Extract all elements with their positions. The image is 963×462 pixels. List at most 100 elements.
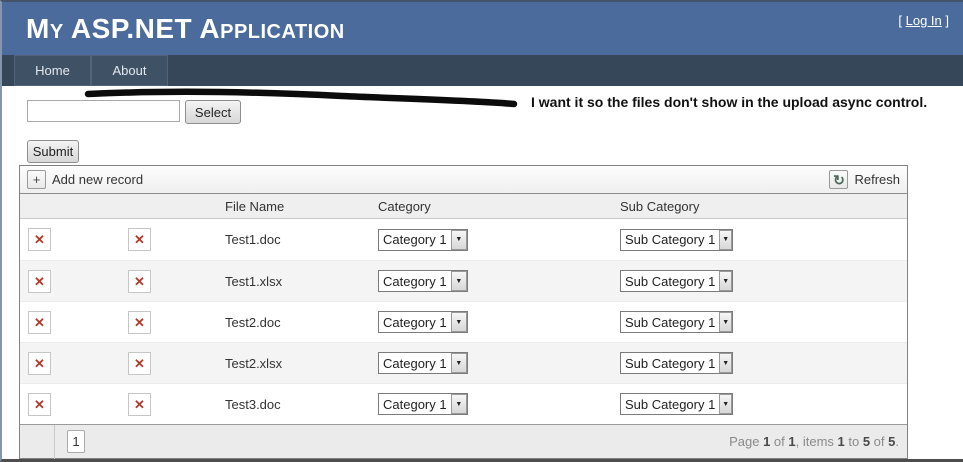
sub-category-select[interactable]: Sub Category 1 ▼ bbox=[620, 270, 733, 292]
header-cell-sub-category: Sub Category bbox=[620, 198, 700, 214]
chevron-down-icon: ▼ bbox=[719, 271, 732, 291]
login-area: [ Log In ] bbox=[898, 13, 949, 28]
sub-category-select[interactable]: Sub Category 1 ▼ bbox=[620, 352, 733, 374]
nav-tab-about[interactable]: About bbox=[91, 55, 168, 86]
delete-button-1[interactable]: ✕ bbox=[28, 269, 51, 293]
delete-x-icon: ✕ bbox=[134, 314, 145, 330]
sub-category-select[interactable]: Sub Category 1 ▼ bbox=[620, 311, 733, 333]
delete-button-1[interactable]: ✕ bbox=[28, 392, 51, 416]
file-name-cell: Test2.doc bbox=[225, 314, 281, 330]
delete-cell-2: ✕ bbox=[120, 351, 220, 375]
chevron-down-icon: ▼ bbox=[450, 271, 467, 291]
login-bracket-open: [ bbox=[898, 13, 906, 28]
header-cell-file-name: File Name bbox=[225, 198, 285, 214]
chevron-down-icon: ▼ bbox=[450, 353, 467, 373]
login-link[interactable]: Log In bbox=[905, 13, 942, 28]
pager-first-cell bbox=[20, 424, 55, 459]
nav-tab-about-label: About bbox=[112, 63, 147, 78]
category-select-value: Category 1 bbox=[383, 314, 447, 330]
category-cell: Category 1 ▼ bbox=[373, 352, 615, 374]
sub-category-cell: Sub Category 1 ▼ bbox=[615, 311, 907, 333]
category-select-value: Category 1 bbox=[383, 232, 447, 247]
delete-cell-2: ✕ bbox=[120, 228, 220, 251]
sub-category-select-value: Sub Category 1 bbox=[625, 232, 716, 247]
delete-cell-1: ✕ bbox=[20, 269, 120, 293]
sub-category-cell: Sub Category 1 ▼ bbox=[615, 228, 907, 251]
delete-cell-2: ✕ bbox=[120, 392, 220, 416]
delete-cell-2: ✕ bbox=[120, 269, 220, 293]
upload-filename-input[interactable] bbox=[27, 100, 180, 122]
delete-button-2[interactable]: ✕ bbox=[128, 269, 151, 293]
pager-page-1-button[interactable]: 1 bbox=[67, 430, 85, 453]
masthead: My ASP.NET Application [ Log In ] bbox=[2, 2, 963, 55]
grid-toolbar: + Add new record ↻ Refresh bbox=[20, 166, 907, 194]
page-title: My ASP.NET Application bbox=[26, 12, 345, 44]
category-select[interactable]: Category 1 ▼ bbox=[378, 352, 468, 374]
select-file-button[interactable]: Select bbox=[185, 100, 241, 124]
category-select[interactable]: Category 1 ▼ bbox=[378, 270, 468, 292]
nav-tab-home[interactable]: Home bbox=[14, 55, 91, 86]
chevron-down-icon: ▼ bbox=[719, 394, 732, 414]
header-cell-category: Category bbox=[378, 198, 431, 214]
sub-category-select-value: Sub Category 1 bbox=[625, 273, 716, 289]
refresh-icon: ↻ bbox=[829, 170, 849, 189]
category-cell: Category 1 ▼ bbox=[373, 393, 615, 415]
main-nav: Home About bbox=[2, 55, 963, 86]
file-name-cell: Test1.xlsx bbox=[225, 273, 283, 289]
refresh-button[interactable]: ↻ Refresh bbox=[829, 170, 900, 189]
delete-cell-1: ✕ bbox=[20, 228, 120, 251]
delete-button-2[interactable]: ✕ bbox=[128, 392, 151, 416]
category-cell: Category 1 ▼ bbox=[373, 228, 615, 251]
chevron-down-icon: ▼ bbox=[450, 394, 467, 414]
category-select-value: Category 1 bbox=[383, 396, 447, 412]
grid-body: ✕ ✕ Test1.doc Category 1 ▼ Sub Category … bbox=[20, 219, 907, 424]
file-name-cell: Test1.doc bbox=[225, 232, 281, 247]
delete-x-icon: ✕ bbox=[134, 232, 145, 247]
delete-x-icon: ✕ bbox=[34, 314, 45, 330]
sub-category-select-value: Sub Category 1 bbox=[625, 396, 716, 412]
login-bracket-close: ] bbox=[941, 13, 949, 28]
delete-x-icon: ✕ bbox=[34, 355, 45, 371]
category-select[interactable]: Category 1 ▼ bbox=[378, 393, 468, 415]
category-select[interactable]: Category 1 ▼ bbox=[378, 228, 468, 251]
sub-category-cell: Sub Category 1 ▼ bbox=[615, 352, 907, 374]
category-select-value: Category 1 bbox=[383, 273, 447, 289]
delete-button-2[interactable]: ✕ bbox=[128, 228, 151, 251]
sub-category-select-value: Sub Category 1 bbox=[625, 355, 716, 371]
sub-category-select[interactable]: Sub Category 1 ▼ bbox=[620, 393, 733, 415]
grid-pager: 1 Page 1 of 1, items 1 to 5 of 5. bbox=[20, 424, 907, 459]
delete-cell-2: ✕ bbox=[120, 310, 220, 334]
add-new-record-label: Add new record bbox=[52, 172, 144, 187]
delete-cell-1: ✕ bbox=[20, 351, 120, 375]
submit-button[interactable]: Submit bbox=[27, 140, 79, 163]
delete-button-2[interactable]: ✕ bbox=[128, 310, 151, 334]
delete-x-icon: ✕ bbox=[134, 396, 145, 412]
annotation-text: I want it so the files don't show in the… bbox=[531, 94, 928, 110]
table-row: ✕ ✕ Test2.xlsx Category 1 ▼ Sub Category… bbox=[20, 342, 907, 383]
file-name-cell: Test2.xlsx bbox=[225, 355, 283, 371]
sub-category-select[interactable]: Sub Category 1 ▼ bbox=[620, 228, 733, 251]
files-grid: + Add new record ↻ Refresh File Name Cat… bbox=[19, 165, 908, 459]
delete-button-1[interactable]: ✕ bbox=[28, 310, 51, 334]
delete-x-icon: ✕ bbox=[134, 273, 145, 289]
category-select[interactable]: Category 1 ▼ bbox=[378, 311, 468, 333]
pager-summary: Page 1 of 1, items 1 to 5 of 5. bbox=[729, 434, 899, 449]
delete-button-1[interactable]: ✕ bbox=[28, 351, 51, 375]
delete-button-1[interactable]: ✕ bbox=[28, 228, 51, 251]
chevron-down-icon: ▼ bbox=[450, 312, 467, 332]
category-cell: Category 1 ▼ bbox=[373, 270, 615, 292]
delete-button-2[interactable]: ✕ bbox=[128, 351, 151, 375]
delete-cell-1: ✕ bbox=[20, 392, 120, 416]
add-new-record-button[interactable]: + Add new record bbox=[27, 170, 143, 189]
delete-x-icon: ✕ bbox=[134, 355, 145, 371]
table-row: ✕ ✕ Test1.doc Category 1 ▼ Sub Category … bbox=[20, 219, 907, 260]
chevron-down-icon: ▼ bbox=[450, 229, 467, 250]
category-cell: Category 1 ▼ bbox=[373, 311, 615, 333]
chevron-down-icon: ▼ bbox=[719, 312, 732, 332]
delete-x-icon: ✕ bbox=[34, 396, 45, 412]
chevron-down-icon: ▼ bbox=[719, 229, 732, 250]
sub-category-select-value: Sub Category 1 bbox=[625, 314, 716, 330]
page-content: Select Submit + Add new record ↻ Refresh… bbox=[2, 86, 963, 459]
sub-category-cell: Sub Category 1 ▼ bbox=[615, 270, 907, 292]
